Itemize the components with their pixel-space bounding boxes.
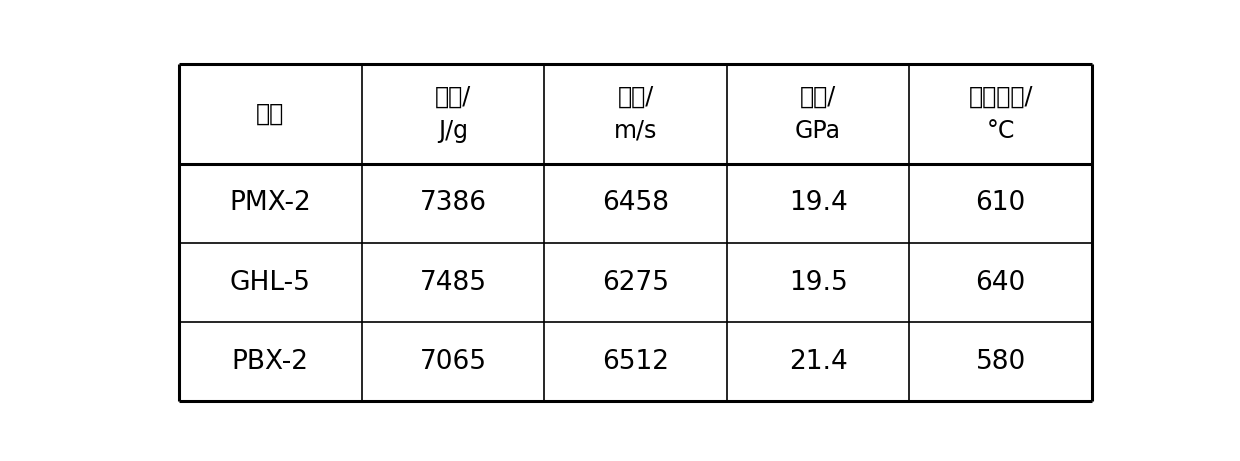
- Text: 爆热/
J/g: 爆热/ J/g: [435, 85, 471, 143]
- Text: 7065: 7065: [419, 349, 486, 375]
- Text: 爆炸温度/
°C: 爆炸温度/ °C: [968, 85, 1033, 143]
- Text: PBX-2: PBX-2: [232, 349, 309, 375]
- Text: 6512: 6512: [601, 349, 670, 375]
- Text: 6458: 6458: [601, 190, 670, 216]
- Text: 580: 580: [976, 349, 1025, 375]
- Text: PMX-2: PMX-2: [229, 190, 311, 216]
- Text: 爆速/
m/s: 爆速/ m/s: [614, 85, 657, 143]
- Text: 6275: 6275: [601, 270, 670, 296]
- Text: 爆压/
GPa: 爆压/ GPa: [795, 85, 841, 143]
- Text: GHL-5: GHL-5: [229, 270, 311, 296]
- Text: 7386: 7386: [419, 190, 486, 216]
- Text: 610: 610: [976, 190, 1025, 216]
- Text: 炸药: 炸药: [257, 102, 284, 126]
- Text: 19.5: 19.5: [789, 270, 847, 296]
- Text: 640: 640: [976, 270, 1025, 296]
- Text: 7485: 7485: [419, 270, 486, 296]
- Text: 19.4: 19.4: [789, 190, 847, 216]
- Text: 21.4: 21.4: [789, 349, 847, 375]
